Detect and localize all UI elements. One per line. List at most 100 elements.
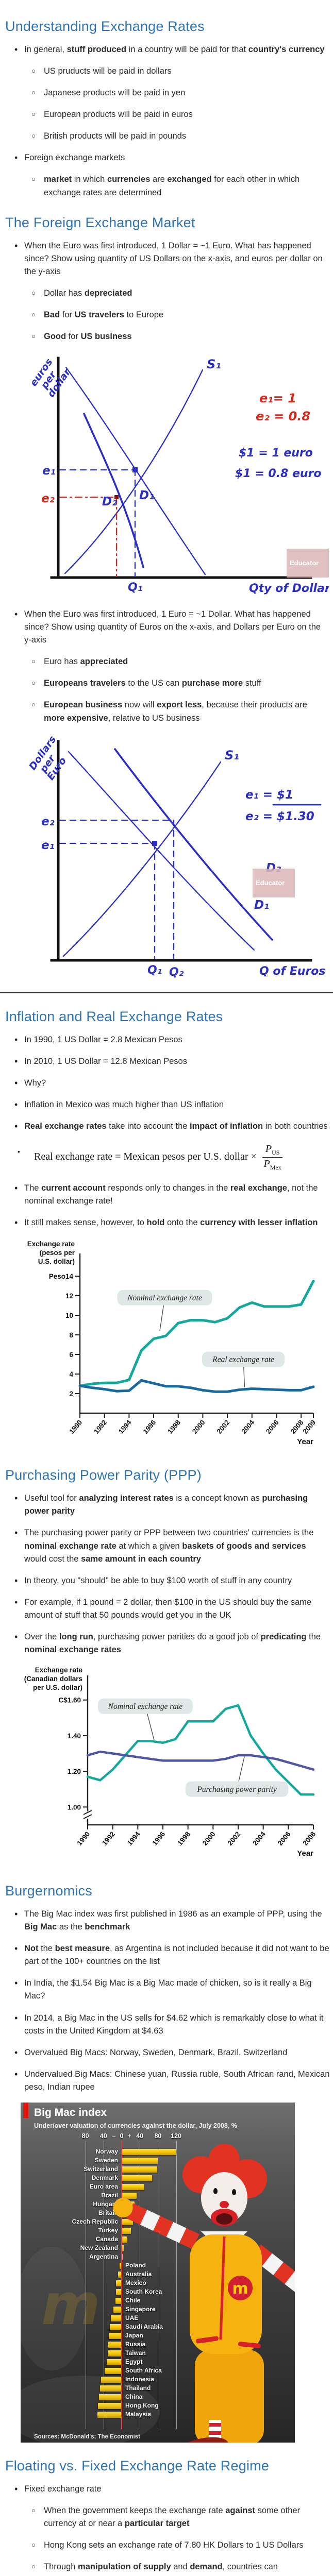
bullet-text: Why? xyxy=(24,1078,46,1088)
bar-euro-area xyxy=(122,2183,144,2190)
svg-text:2002: 2002 xyxy=(226,1830,242,1847)
svg-text:1.00: 1.00 xyxy=(68,1803,81,1811)
list-item: It still makes sense, however, to hold o… xyxy=(0,1216,330,1230)
bar-label: Japan xyxy=(125,2331,143,2339)
bar-label: Sweden xyxy=(94,2156,118,2164)
svg-text:6: 6 xyxy=(69,1351,73,1359)
red-shoe xyxy=(175,2437,229,2443)
striped-sock xyxy=(209,2419,221,2438)
bullet-text: In 2014, a Big Mac in the US sells for $… xyxy=(24,2013,324,2036)
educator-watermark: Educator xyxy=(287,549,329,578)
bullet-text: When the government keeps the exchange r… xyxy=(44,2505,301,2529)
s1-label: S₁ xyxy=(225,748,239,762)
bullet-text: In 1990, 1 US Dollar = 2.8 Mexican Pesos xyxy=(24,1035,182,1044)
svg-text:1996: 1996 xyxy=(151,1830,166,1847)
list-item: European products will be paid in euros xyxy=(0,108,330,121)
bar-mexico xyxy=(116,2280,122,2286)
gridline xyxy=(176,2140,177,2429)
bullet-text: British products will be paid in pounds xyxy=(44,131,187,141)
scale-label: 120 xyxy=(171,2132,182,2140)
q1-label: Q₁ xyxy=(128,581,142,594)
zero-line xyxy=(121,2140,122,2429)
yellow-jumpsuit xyxy=(190,2234,262,2354)
formula-fraction: PUS PMex xyxy=(262,1143,283,1172)
svg-text:U.S. dollar): U.S. dollar) xyxy=(38,1258,75,1265)
list-item: Not the best measure, as Argentina is no… xyxy=(0,1942,330,1968)
svg-text:1.40: 1.40 xyxy=(68,1732,81,1740)
list-item: Japanese products will be paid in yen xyxy=(0,87,330,99)
svg-text:2009: 2009 xyxy=(301,1419,317,1436)
bullet-text: Undervalued Big Macs: Chinese yuan, Russ… xyxy=(24,2069,330,2092)
bar-denmark xyxy=(122,2175,152,2181)
demand-curve-d1 xyxy=(65,366,206,575)
y-axis-label: euros per dollar xyxy=(28,357,73,399)
bullet-list: Fixed exchange rate When the government k… xyxy=(0,2482,333,2576)
list-item: Through manipulation of supply and deman… xyxy=(0,2561,330,2573)
bar-china xyxy=(99,2394,122,2400)
scale-label: 0 xyxy=(120,2132,124,2140)
fx-dollars-graph: euros per dollar S₁ D₁ D₂ e₁ e₂ Q₁ Qty o… xyxy=(28,357,333,595)
economist-red-tab-icon xyxy=(23,2102,28,2118)
bar-label: Canada xyxy=(95,2235,118,2243)
d1-label: D₁ xyxy=(254,899,269,912)
equilibrium-point-e1 xyxy=(152,840,157,846)
bar-indonesia xyxy=(101,2376,122,2383)
bar-poland xyxy=(120,2262,122,2269)
bullet-text: Overvalued Big Macs: Norway, Sweden, Den… xyxy=(24,2047,288,2057)
bullet-list: The Big Mac index was first published in… xyxy=(0,1907,333,2094)
svg-text:Purchasing power parity: Purchasing power parity xyxy=(196,1785,277,1794)
list-item: Hong Kong sets an exchange rate of 7.80 … xyxy=(0,2539,330,2552)
d2-label: D₂ xyxy=(102,495,117,509)
section-title-ppp: Purchasing Power Parity (PPP) xyxy=(5,1467,202,1483)
svg-text:(pesos per: (pesos per xyxy=(40,1249,75,1257)
pocket-trim xyxy=(196,2336,219,2344)
bar-label: South Korea xyxy=(125,2287,162,2295)
list-item: In 2010, 1 US Dollar = 12.8 Mexican Peso… xyxy=(0,1055,330,1069)
list-item: Over the long run, purchasing power pari… xyxy=(0,1630,330,1656)
svg-text:Educator: Educator xyxy=(256,879,285,887)
svg-text:4: 4 xyxy=(69,1370,73,1378)
e2-guide-dashes xyxy=(59,496,118,578)
e1-label: e₁ xyxy=(42,464,56,478)
bar-label: Mexico xyxy=(125,2279,146,2286)
bar-label: Czech Republic xyxy=(72,2217,118,2225)
bullet-text: Inflation in Mexico was much higher than… xyxy=(24,1099,224,1109)
bigmac-source: Sources: McDonald's; The Economist xyxy=(34,2433,140,2440)
bar-britain xyxy=(122,2210,134,2216)
scale-label: 80 xyxy=(81,2132,89,2140)
bar-label: China xyxy=(125,2393,143,2400)
list-item: When the government keeps the exchange r… xyxy=(0,2504,330,2530)
q2-label: Q₂ xyxy=(169,966,184,979)
list-item: Useful tool for analyzing interest rates… xyxy=(0,1492,330,1518)
bar-label: Thailand xyxy=(125,2384,151,2392)
svg-text:1994: 1994 xyxy=(117,1418,133,1435)
bullet-text: The current account responds only to cha… xyxy=(24,1183,318,1206)
mcdonalds-m-logo: m xyxy=(232,2280,248,2298)
list-item: Foreign exchange markets xyxy=(0,151,330,165)
blue-note-2: $1 = 0.8 euro xyxy=(235,467,322,480)
bullet-text: Europeans travelers to the US can purcha… xyxy=(44,679,261,688)
svg-text:1992: 1992 xyxy=(92,1419,108,1436)
section-title-fx-market: The Foreign Exchange Market xyxy=(5,214,195,230)
e2-label: e₂ xyxy=(41,815,55,828)
svg-text:10: 10 xyxy=(65,1312,73,1319)
scale-label: 40 xyxy=(136,2132,144,2140)
bullet-text: Dollar has depreciated xyxy=(44,288,132,298)
note-e2: e₂ = $1.30 xyxy=(245,810,314,823)
eye xyxy=(232,2189,236,2195)
bullet-text: Not the best measure, as Argentina is no… xyxy=(24,1944,329,1967)
scale-label: 80 xyxy=(154,2132,162,2140)
list-item: When the Euro was first introduced, 1 Do… xyxy=(0,239,330,278)
y-axis-label: Dollars per Euro xyxy=(27,734,69,782)
bullet-text: In general, stuff produced in a country … xyxy=(24,45,325,54)
bullet-text: It still makes sense, however, to hold o… xyxy=(24,1218,318,1228)
e2-label: e₂ xyxy=(41,492,55,505)
demand-curve-d2 xyxy=(114,748,273,941)
svg-text:2008: 2008 xyxy=(301,1830,317,1847)
supply-curve-s1 xyxy=(64,369,204,574)
svg-text:1990: 1990 xyxy=(75,1830,91,1847)
svg-text:Peso14: Peso14 xyxy=(49,1273,74,1280)
pocket-trim xyxy=(238,2342,261,2348)
bullet-text: For example, if 1 pound = 2 dollar, then… xyxy=(24,1597,312,1620)
